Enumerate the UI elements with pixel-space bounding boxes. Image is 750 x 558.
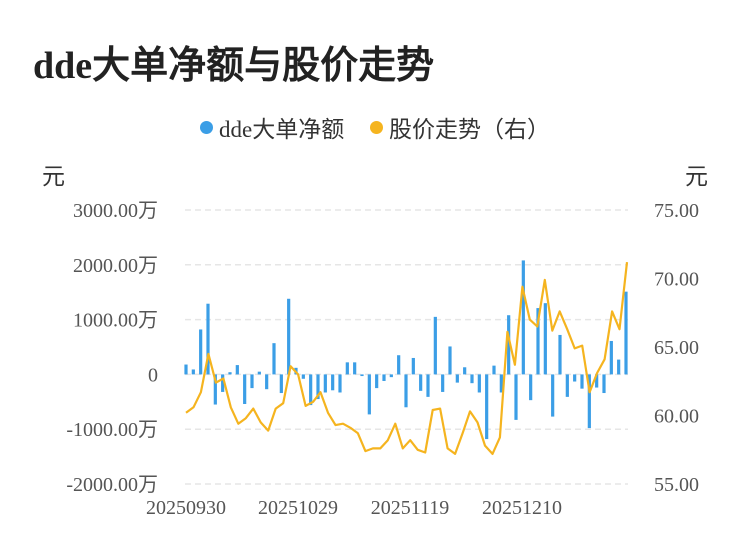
bar	[543, 303, 547, 375]
bar	[345, 362, 349, 375]
bar	[433, 316, 437, 375]
bar	[477, 374, 481, 393]
bar	[272, 343, 276, 375]
bar	[441, 374, 445, 392]
bar	[228, 372, 232, 375]
bar	[184, 364, 188, 375]
bar	[536, 308, 540, 375]
legend: dde大单净额 股价走势（右）	[0, 110, 750, 144]
bar	[323, 374, 327, 393]
y-right-tick-label: 60.00	[654, 406, 699, 428]
x-tick-label: 20251210	[482, 497, 562, 519]
y-right-tick-label: 70.00	[654, 269, 699, 291]
bar	[595, 374, 599, 388]
right-axis-unit: 元	[685, 164, 708, 189]
bar	[353, 362, 357, 375]
bar	[624, 291, 628, 375]
bar	[301, 374, 305, 379]
bar	[375, 374, 379, 389]
y-left-tick-label: 3000.00万	[73, 200, 158, 222]
bar	[485, 374, 489, 440]
bar	[580, 374, 584, 389]
bar	[367, 374, 371, 415]
y-right-tick-label: 55.00	[654, 474, 699, 496]
y-left-tick-label: 2000.00万	[73, 255, 158, 277]
y-right-tick-label: 65.00	[654, 337, 699, 359]
bar	[287, 298, 291, 375]
bar	[389, 374, 393, 378]
bar	[235, 365, 239, 375]
bar	[382, 374, 386, 381]
bar	[331, 374, 335, 391]
bar	[448, 346, 452, 375]
legend-item-price[interactable]: 股价走势（右）	[369, 110, 550, 144]
y-right-tick-label: 75.00	[654, 200, 699, 222]
bar	[257, 371, 261, 375]
bar	[565, 374, 569, 397]
legend-label-dde: dde大单净额	[219, 117, 345, 142]
chart-title: dde大单净额与股价走势	[33, 45, 435, 87]
bar	[397, 355, 401, 375]
bar	[617, 359, 621, 375]
bar	[558, 334, 562, 375]
legend-item-dde[interactable]: dde大单净额	[200, 110, 344, 144]
bar	[191, 369, 195, 375]
bar	[492, 365, 496, 375]
bar	[411, 357, 415, 375]
bar	[602, 374, 606, 394]
bar	[463, 367, 467, 375]
bar	[243, 374, 247, 404]
bar	[338, 374, 342, 393]
bar	[213, 374, 217, 405]
bar	[221, 374, 225, 392]
bar	[419, 374, 423, 391]
bar	[309, 374, 313, 406]
bar	[426, 374, 430, 397]
bar	[521, 260, 525, 375]
y-left-tick-label: 1000.00万	[73, 310, 158, 332]
bar	[507, 315, 511, 375]
bar	[551, 374, 555, 417]
bar	[587, 374, 591, 429]
legend-dot-dde	[200, 120, 214, 134]
bar	[360, 374, 364, 377]
legend-label-price: 股价走势（右）	[388, 117, 550, 142]
x-tick-label: 20251119	[371, 497, 450, 519]
legend-dot-price	[369, 120, 383, 134]
bar	[404, 374, 408, 408]
bar	[250, 374, 254, 389]
bar	[199, 329, 203, 375]
bar	[573, 374, 577, 382]
y-left-tick-label: -2000.00万	[66, 474, 158, 496]
x-tick-label: 20250930	[146, 497, 226, 519]
bar	[529, 374, 533, 401]
bar	[455, 374, 459, 383]
bar	[265, 374, 269, 390]
bar	[206, 303, 210, 375]
left-axis-unit: 元	[42, 164, 65, 189]
bar	[609, 340, 613, 375]
bar	[499, 374, 503, 393]
y-left-tick-label: -1000.00万	[66, 419, 158, 441]
price-line	[185, 261, 629, 455]
bar	[279, 374, 283, 394]
bar	[470, 374, 474, 384]
bar	[316, 374, 320, 400]
y-left-tick-label: 0	[148, 364, 158, 386]
x-tick-label: 20251029	[258, 497, 338, 519]
bar	[514, 374, 518, 420]
